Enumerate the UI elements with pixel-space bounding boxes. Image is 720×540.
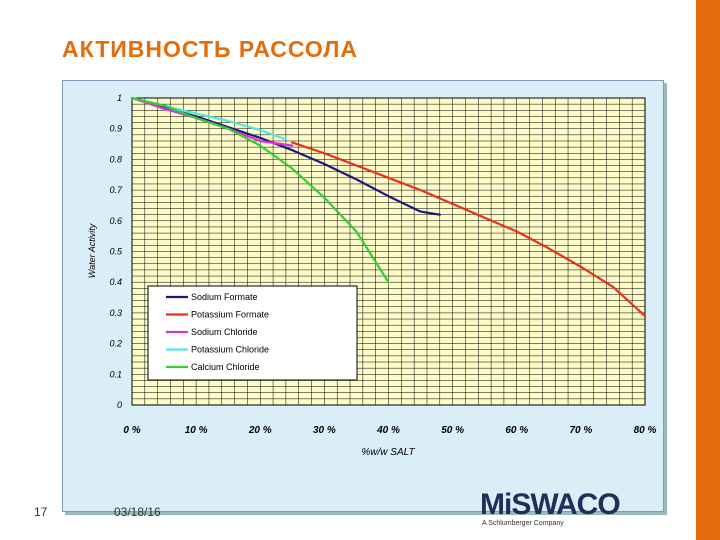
series-lines bbox=[130, 96, 647, 318]
legend-label: Sodium Chloride bbox=[191, 327, 258, 337]
y-tick-label: 0.8 bbox=[109, 154, 122, 164]
y-tick-label: 0.1 bbox=[109, 369, 122, 379]
y-axis-ticks: 0 0.1 0.2 0.3 0.4 0.5 0.6 0.7 0.8 0.9 1 bbox=[109, 93, 123, 410]
y-tick-label: 0.2 bbox=[109, 339, 122, 349]
legend-label: Calcium Chloride bbox=[191, 362, 260, 372]
y-tick-label: 1 bbox=[117, 93, 122, 103]
y-tick-label: 0.7 bbox=[109, 185, 123, 195]
x-tick-label: 20 % bbox=[248, 425, 272, 436]
x-tick-label: 80 % bbox=[634, 425, 657, 436]
series-line-potassium-formate bbox=[291, 141, 647, 318]
x-tick-label: 60 % bbox=[505, 425, 528, 436]
page-number: 17 bbox=[34, 505, 48, 519]
y-tick-label: 0 bbox=[117, 400, 122, 410]
logo-tagline: A Schlumberger Company bbox=[482, 520, 564, 527]
x-tick-label: 0 % bbox=[123, 425, 140, 436]
x-tick-label: 30 % bbox=[313, 425, 336, 436]
y-tick-label: 0.5 bbox=[109, 247, 123, 257]
series-line-calcium-chloride bbox=[130, 96, 390, 284]
company-logo: MiSWACO A Schlumberger Company bbox=[480, 490, 680, 532]
legend-label: Sodium Formate bbox=[191, 292, 258, 302]
slide-title: АКТИВНОСТЬ РАССОЛА bbox=[62, 36, 358, 62]
x-tick-label: 40 % bbox=[376, 425, 400, 436]
legend-label: Potassium Chloride bbox=[191, 345, 269, 355]
legend-label: Potassium Formate bbox=[191, 310, 269, 320]
slide-date: 03/18/16 bbox=[114, 505, 161, 519]
x-tick-label: 10 % bbox=[185, 425, 208, 436]
water-activity-chart: 0 0.1 0.2 0.3 0.4 0.5 0.6 0.7 0.8 0.9 1 0 % 10 % 20 … bbox=[87, 93, 657, 458]
y-axis-label: Water Activity bbox=[87, 223, 97, 278]
logo-wordmark: MiSWACO bbox=[480, 488, 621, 521]
y-tick-label: 0.4 bbox=[109, 277, 122, 287]
chart-panel: 0 0.1 0.2 0.3 0.4 0.5 0.6 0.7 0.8 0.9 1 0 % 10 % 20 … bbox=[62, 80, 664, 512]
x-tick-label: 70 % bbox=[569, 425, 592, 436]
accent-side-bar bbox=[696, 0, 720, 540]
y-tick-label: 0.9 bbox=[109, 124, 122, 134]
y-tick-label: 0.3 bbox=[109, 308, 122, 318]
x-tick-label: 50 % bbox=[441, 425, 464, 436]
x-axis-ticks: 0 % 10 % 20 % 30 % 40 % 50 % 60 % 70 % 80 % bbox=[123, 425, 656, 436]
y-tick-label: 0.6 bbox=[109, 216, 122, 226]
legend: Sodium Formate Potassium Formate Sodium Ch… bbox=[147, 285, 358, 381]
x-axis-label: %w/w SALT bbox=[361, 447, 415, 458]
